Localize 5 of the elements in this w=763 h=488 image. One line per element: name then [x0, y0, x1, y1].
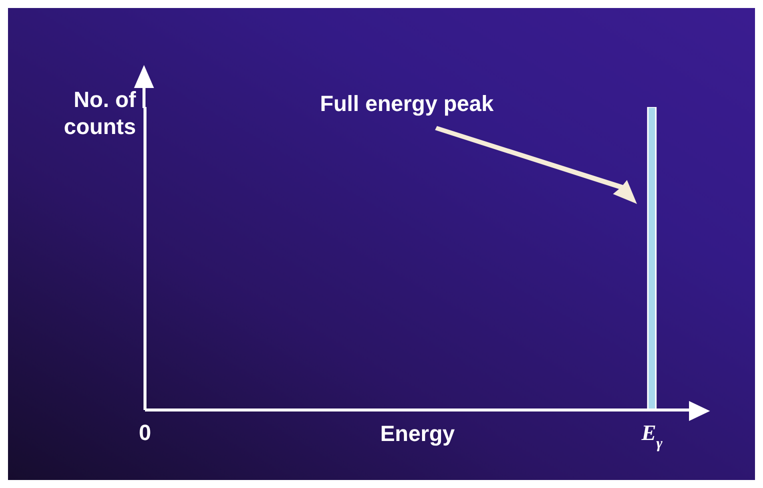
annotation: Full energy peak — [320, 90, 494, 117]
y-axis-title: No. of counts — [62, 86, 136, 140]
x-tick-label: 0 — [138, 420, 152, 445]
x-axis-title: Energy — [379, 420, 456, 447]
x-tick-label: E$_{γ}$ — [640, 420, 664, 452]
